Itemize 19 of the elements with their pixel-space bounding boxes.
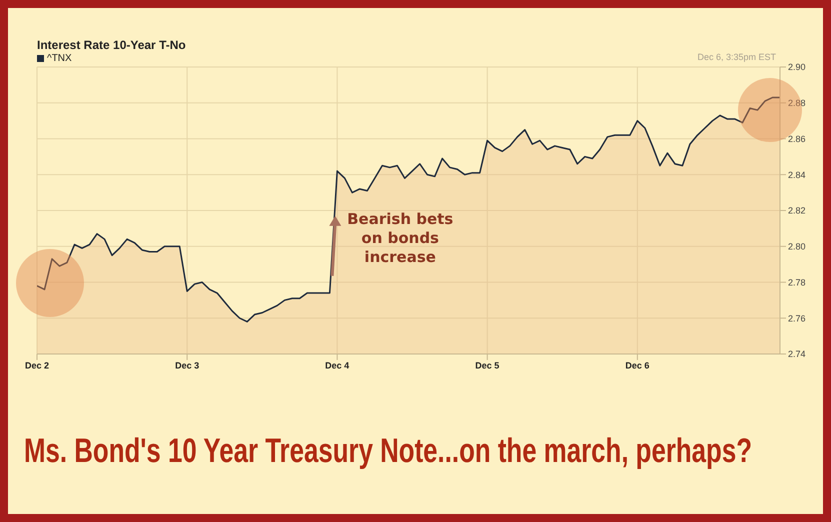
chart-title: Interest Rate 10-Year T-No [37,38,186,52]
y-tick-label: 2.88 [788,98,806,108]
y-tick-label: 2.76 [788,313,806,324]
x-tick-label: Dec 4 [325,360,350,370]
y-tick-label: 2.82 [788,206,806,216]
y-tick-label: 2.80 [788,242,806,252]
text: Ms. Bond's 10 Year Treasury Note...on the march, perhaps? [24,432,752,471]
text: Dec 6, 3:35pm EST [697,52,776,62]
x-tick-label: Dec 6 [625,360,650,370]
y-tick-label: 2.74 [788,349,806,360]
y-tick-label: 2.86 [788,134,806,144]
y-tick-label: 2.90 [788,62,806,72]
x-tick-label: Dec 3 [175,360,200,370]
x-tick-label: Dec 5 [475,360,500,370]
legend-label: ^TNX [46,53,72,64]
annotation: Bearish bets on bonds increase [346,210,454,267]
y-tick-label: 2.84 [788,170,806,180]
y-tick-label: 2.78 [788,277,806,288]
x-tick-label: Dec 2 [24,360,50,370]
